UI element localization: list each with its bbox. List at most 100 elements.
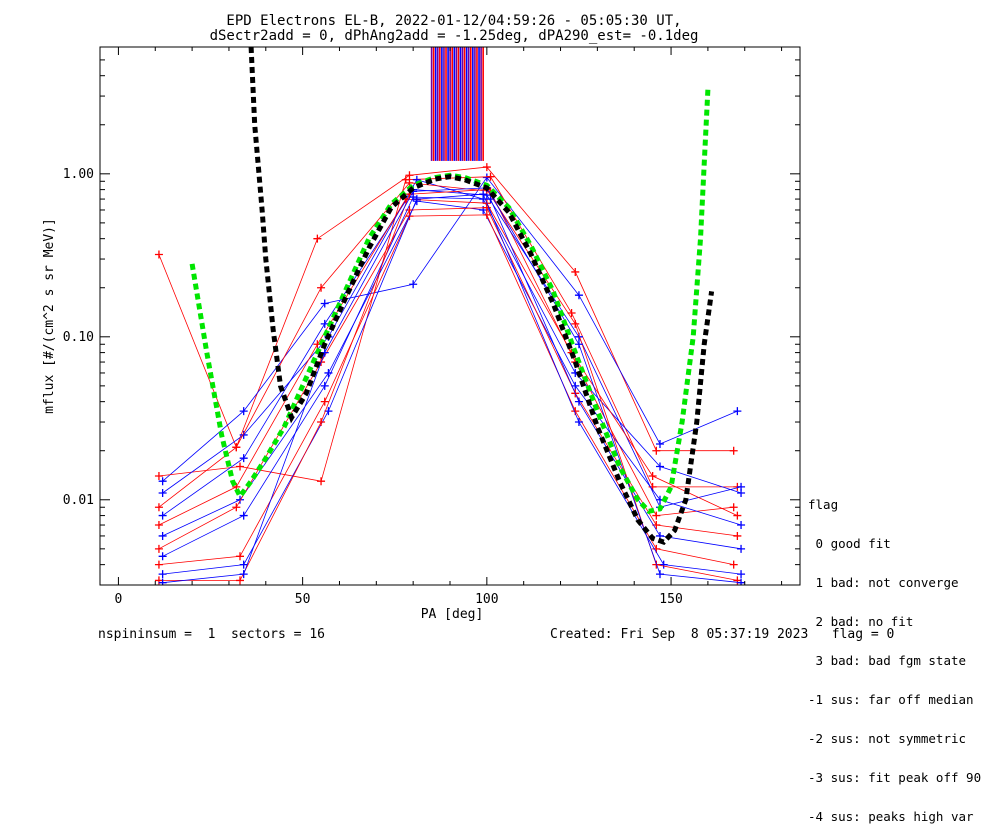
data-point [320,381,329,390]
data-point [571,381,580,390]
data-point [154,250,163,259]
legend-entry: 3 bad: bad fgm state [808,653,967,668]
data-point [158,570,167,579]
y-tick-label: 0.01 [63,493,94,508]
data-point [317,283,326,292]
data-point [733,531,742,540]
y-tick-label: 0.10 [63,330,94,345]
data-point [733,407,742,416]
data-point [652,446,661,455]
data-point [659,560,668,569]
x-tick-label: 150 [659,592,682,607]
data-point [239,511,248,520]
series-line-2 [158,176,738,488]
data-point [324,368,333,377]
data-point [652,511,661,520]
data-point [317,477,326,486]
data-point [737,521,746,530]
footer-right: Created: Fri Sep 8 05:37:19 2023 flag = … [550,627,895,642]
data-point [482,203,491,212]
y-axis-label: mflux [#/(cm^2 s sr MeV)] [42,218,57,414]
data-point [236,552,244,561]
series-line-4 [158,182,734,517]
x-axis-ticks: 0 50 100 150 [115,47,783,607]
data-point [737,544,746,553]
data-point [571,319,580,328]
data-point [313,234,322,243]
data-point [479,190,488,199]
data-point [486,172,495,181]
series-line-11 [162,193,742,575]
data-point [320,319,329,328]
data-series-group [154,163,746,585]
series-line-8 [158,207,738,550]
data-point [320,299,329,308]
data-point [574,418,583,427]
data-point [482,163,491,172]
data-point [154,560,163,569]
data-point [574,291,583,300]
data-point [232,503,241,512]
data-point [737,578,746,585]
data-point [158,489,167,498]
data-point [571,267,580,276]
data-point [729,503,738,512]
data-point [656,462,664,471]
data-point [239,570,248,579]
legend-entry: 0 good fit [808,536,891,551]
data-point [648,471,657,480]
data-point [236,495,244,504]
legend-entry: -3 sus: fit peak off 90 [808,770,982,785]
series-line-6 [158,198,738,526]
data-point [239,430,248,439]
x-tick-label: 50 [295,592,311,607]
data-point [236,462,244,471]
legend-entry: 1 bad: not converge [808,575,959,590]
data-point [158,578,167,585]
data-point [239,454,248,463]
fit-curves-group [189,47,715,545]
series-line-5 [162,189,742,516]
data-point [158,531,167,540]
data-point [737,482,746,491]
data-point [154,503,163,512]
data-point [317,418,326,427]
data-point [154,544,163,553]
plot-area: 0 50 100 150 0.01 0.10 1.00 [63,46,801,607]
data-point [320,397,329,406]
data-point [656,570,664,579]
x-tick-label: 100 [475,592,498,607]
flag-legend: flag 0 good fit 1 bad: not converge 2 ba… [808,472,981,836]
data-point [158,552,167,561]
x-tick-label: 0 [115,592,123,607]
series-line-1 [162,176,738,482]
legend-entry: -1 sus: far off median [808,692,974,707]
footer-left: nspininsum = 1 sectors = 16 [98,627,325,642]
data-point [729,560,738,569]
x-axis-label: PA [deg] [421,607,484,622]
series-line-9 [162,196,742,557]
legend-title: flag [808,497,839,512]
data-point [567,308,576,317]
legend-entry: -2 sus: not symmetric [808,731,967,746]
legend-entry: 2 bad: no fit [808,614,914,629]
series-line-13 [162,187,742,584]
chart-title: EPD Electrons EL-B, 2022-01-12/04:59:26 … [226,13,681,29]
data-point [239,407,248,416]
data-point [154,471,163,480]
chart: EPD Electrons EL-B, 2022-01-12/04:59:26 … [42,13,801,622]
data-point [733,511,742,520]
series-line-12 [158,189,738,581]
legend-entry: -4 sus: peaks high var [808,809,974,824]
data-point [729,446,738,455]
data-point [574,397,583,406]
data-point [232,443,241,452]
chart-subtitle: dSectr2add = 0, dPhAng2add = -1.25deg, d… [210,28,699,44]
data-point [236,576,244,585]
data-point [737,570,746,579]
series-line-0 [158,166,734,452]
data-point [239,560,248,569]
fit-curve-1 [248,47,715,545]
data-point [405,171,414,180]
data-point [154,521,163,530]
